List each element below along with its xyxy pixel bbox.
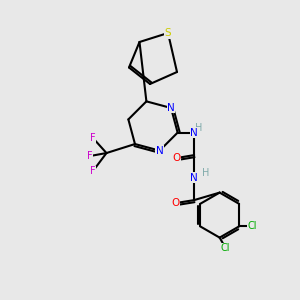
Text: Cl: Cl — [248, 221, 257, 231]
Text: O: O — [171, 198, 180, 208]
Text: N: N — [156, 146, 164, 156]
Text: F: F — [87, 151, 93, 161]
Text: F: F — [90, 166, 96, 176]
Text: H: H — [202, 168, 210, 178]
Text: Cl: Cl — [221, 243, 230, 253]
Text: N: N — [190, 128, 198, 138]
Text: O: O — [172, 153, 180, 163]
Text: S: S — [165, 28, 171, 38]
Text: N: N — [190, 172, 198, 183]
Text: F: F — [90, 133, 96, 143]
Text: N: N — [167, 103, 175, 113]
Text: H: H — [195, 123, 202, 133]
